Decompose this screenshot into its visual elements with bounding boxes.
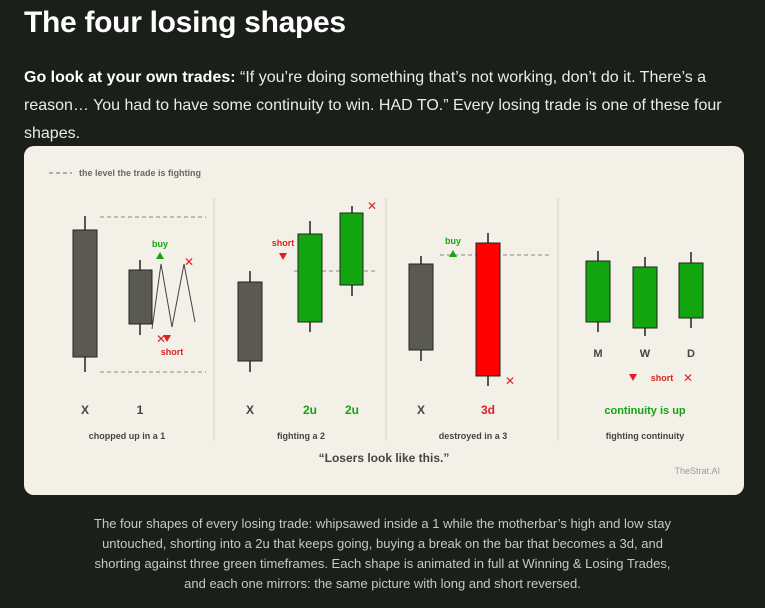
chop-path [151, 263, 196, 330]
panel-destroyed-3: buy ✕ X 3d destroyed in a 3 [408, 233, 550, 441]
label-x: X [417, 403, 425, 417]
candle-m [585, 260, 611, 323]
label-1: 1 [137, 403, 144, 417]
panel-fighting-continuity: M W D short ✕ continuity is up fighting … [585, 251, 704, 441]
quote: “Losers look like this.” [319, 451, 450, 465]
label-d: D [687, 348, 695, 360]
panel-chopped: buy ✕ ✕ short X 1 chopped up in a 1 [72, 216, 206, 441]
buy-label: buy [445, 236, 461, 246]
panel-name: destroyed in a 3 [439, 431, 508, 441]
candle-2u-a [297, 233, 323, 323]
buy-arrow [156, 252, 164, 259]
continuity-label: continuity is up [604, 405, 686, 417]
short-arrow [629, 374, 637, 381]
short-label: short [272, 238, 295, 248]
candle-2u-b [339, 212, 364, 286]
candle-1 [128, 269, 153, 325]
buy-arrow [449, 250, 457, 257]
diagram-card: the level the trade is fighting buy ✕ ✕ … [24, 146, 744, 495]
candle-w [632, 266, 658, 329]
watermark: TheStrat.AI [674, 466, 720, 476]
label-x: X [246, 403, 254, 417]
panel-name: chopped up in a 1 [89, 431, 166, 441]
fail-x-icon: ✕ [367, 199, 377, 213]
losing-shapes-diagram: the level the trade is fighting buy ✕ ✕ … [49, 168, 720, 476]
candle-x [237, 281, 263, 362]
short-arrow [163, 335, 171, 342]
fail-x-icon: ✕ [156, 332, 166, 346]
candle-d [678, 262, 704, 319]
page-title: The four losing shapes [24, 6, 346, 39]
panel-name: fighting a 2 [277, 431, 325, 441]
short-label: short [651, 373, 674, 383]
short-label: short [161, 347, 184, 357]
fail-x-icon: ✕ [683, 371, 693, 385]
short-arrow [279, 253, 287, 260]
panel-fighting-2: short ✕ X 2u 2u fighting a 2 [237, 199, 378, 441]
label-2u-b: 2u [345, 403, 359, 417]
fail-x-icon: ✕ [505, 374, 515, 388]
candle-x [72, 229, 98, 358]
label-2u-a: 2u [303, 403, 317, 417]
legend-text: the level the trade is fighting [79, 168, 201, 178]
label-3d: 3d [481, 403, 495, 417]
lead-text: “If you’re doing something that’s not wo… [24, 69, 722, 142]
buy-label: buy [152, 239, 168, 249]
candle-x [408, 263, 434, 351]
lead-paragraph: Go look at your own trades: “If you’re d… [24, 64, 754, 148]
label-w: W [640, 348, 651, 360]
fail-x-icon: ✕ [184, 255, 194, 269]
label-x: X [81, 403, 89, 417]
lead-bold: Go look at your own trades: [24, 69, 236, 86]
label-m: M [593, 348, 602, 360]
figure-caption: The four shapes of every losing trade: w… [94, 516, 671, 591]
panel-name: fighting continuity [606, 431, 684, 441]
candle-3d [475, 242, 501, 377]
